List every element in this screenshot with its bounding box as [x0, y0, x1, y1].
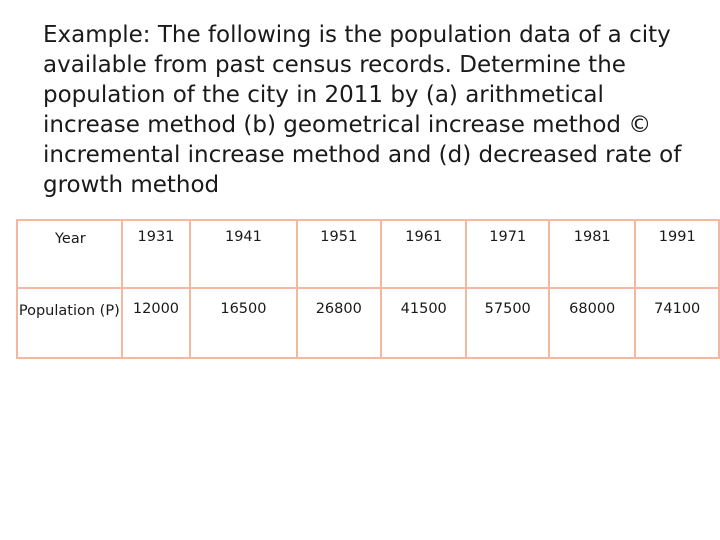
- population-cell: 41500: [379, 287, 468, 359]
- population-cell: 26800: [295, 287, 383, 359]
- year-cell: 1991: [634, 219, 720, 289]
- population-cell: 74100: [634, 287, 720, 359]
- population-table: Year 1931 1941 1951 1961 1971 1981 1991 …: [16, 219, 720, 359]
- year-cell: 1941: [189, 219, 298, 289]
- problem-statement: Example: The following is the population…: [43, 22, 682, 198]
- year-cell: 1961: [379, 219, 468, 289]
- population-cell: 68000: [547, 287, 637, 359]
- year-row: Year 1931 1941 1951 1961 1971 1981 1991: [16, 219, 720, 289]
- population-cell: 12000: [120, 287, 192, 359]
- population-row: Population (P) 12000 16500 26800 41500 5…: [16, 287, 720, 359]
- year-cell: 1971: [465, 219, 550, 289]
- year-cell: 1981: [547, 219, 637, 289]
- year-cell: 1931: [120, 219, 192, 289]
- population-header-cell: Population (P): [16, 287, 123, 359]
- year-cell: 1951: [295, 219, 383, 289]
- population-cell: 57500: [465, 287, 550, 359]
- year-header-cell: Year: [16, 219, 123, 289]
- population-cell: 16500: [189, 287, 298, 359]
